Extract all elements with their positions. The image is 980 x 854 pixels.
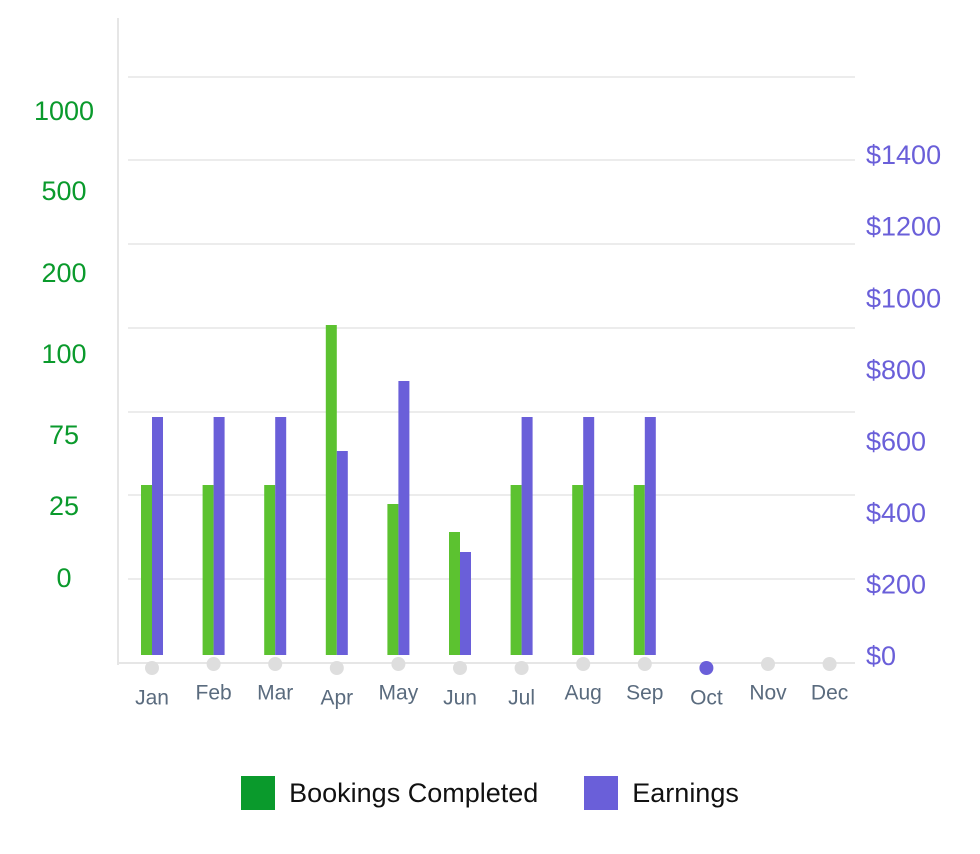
- month-label-sep: Sep: [626, 682, 663, 705]
- month-label-mar: Mar: [257, 682, 293, 705]
- bar-bookings-sep: [633, 485, 645, 655]
- month-dot-nov: [761, 657, 775, 671]
- month-dot-mar: [268, 657, 283, 671]
- bar-earnings-jun: [460, 552, 471, 655]
- right-tick-label: $200: [866, 570, 926, 600]
- bar-earnings-apr: [336, 451, 348, 655]
- left-tick-label: 25: [49, 491, 79, 521]
- bar-bookings-feb: [202, 485, 214, 655]
- left-axis-ticks: 0 25 75 100 200 500 1000: [34, 96, 94, 593]
- bar-earnings-aug: [583, 417, 595, 655]
- month-label-dec: Dec: [811, 682, 848, 705]
- right-tick-label: $1400: [866, 140, 941, 170]
- left-tick-label: 200: [41, 258, 86, 288]
- month-dot-jun: [453, 661, 467, 675]
- legend-item-earnings[interactable]: Earnings: [584, 776, 739, 810]
- legend-item-bookings[interactable]: Bookings Completed: [241, 776, 538, 810]
- bar-bookings-jul: [510, 485, 522, 655]
- month-dot-may: [391, 657, 406, 671]
- month-label-apr: Apr: [320, 687, 353, 710]
- bar-bookings-jun: [449, 532, 460, 655]
- bar-earnings-mar: [275, 417, 287, 655]
- bar-bookings-aug: [572, 485, 584, 655]
- bar-earnings-may: [398, 381, 410, 655]
- month-label-feb: Feb: [196, 682, 232, 705]
- month-dot-jul: [514, 661, 529, 675]
- month-dot-oct: [699, 661, 714, 675]
- right-tick-label: $600: [866, 426, 926, 456]
- right-tick-label: $1000: [866, 283, 941, 313]
- bookings-earnings-chart: 0 25 75 100 200 500 1000 $0 $200 $400 $600 $800 $10…: [34, 18, 941, 710]
- month-label-may: May: [379, 682, 419, 705]
- legend: Bookings Completed Earnings: [0, 776, 980, 810]
- legend-label-bookings: Bookings Completed: [289, 777, 539, 808]
- month-label-jun: Jun: [443, 687, 477, 710]
- legend-label-earnings: Earnings: [632, 777, 739, 808]
- left-tick-label: 500: [41, 176, 86, 206]
- axes: [117, 18, 855, 665]
- bar-bookings-mar: [264, 485, 276, 655]
- month-label-jul: Jul: [508, 687, 535, 710]
- month-dot-aug: [576, 657, 591, 671]
- right-axis-ticks: $0 $200 $400 $600 $800 $1000 $1200 $1400: [866, 140, 941, 671]
- month-label-oct: Oct: [690, 687, 723, 710]
- bar-earnings-feb: [213, 417, 225, 655]
- month-markers: [145, 657, 837, 675]
- bar-bookings-may: [387, 504, 399, 655]
- left-tick-label: 1000: [34, 96, 94, 126]
- month-dot-dec: [822, 657, 837, 671]
- left-tick-label: 0: [56, 563, 71, 593]
- right-tick-label: $400: [866, 498, 926, 528]
- right-tick-label: $0: [866, 641, 896, 671]
- bars: [141, 325, 656, 655]
- left-tick-label: 75: [49, 420, 79, 450]
- month-dot-apr: [329, 661, 344, 675]
- bar-bookings-jan: [141, 485, 152, 655]
- left-tick-label: 100: [41, 339, 86, 369]
- bar-bookings-apr: [325, 325, 337, 655]
- month-labels: Jan Feb Mar Apr May Jun Jul Aug Sep Oct Nov Dec: [135, 682, 848, 710]
- bar-earnings-jan: [152, 417, 163, 655]
- bar-earnings-sep: [644, 417, 656, 655]
- legend-swatch-bookings: [241, 776, 276, 810]
- month-dot-feb: [206, 657, 221, 671]
- month-label-aug: Aug: [565, 682, 602, 705]
- right-tick-label: $800: [866, 355, 926, 385]
- month-dot-jan: [145, 661, 159, 675]
- month-dot-sep: [637, 657, 652, 671]
- gridlines: [128, 76, 855, 580]
- month-label-jan: Jan: [135, 687, 169, 710]
- bar-earnings-jul: [521, 417, 533, 655]
- month-label-nov: Nov: [749, 682, 787, 705]
- right-tick-label: $1200: [866, 212, 941, 242]
- legend-swatch-earnings: [584, 776, 619, 810]
